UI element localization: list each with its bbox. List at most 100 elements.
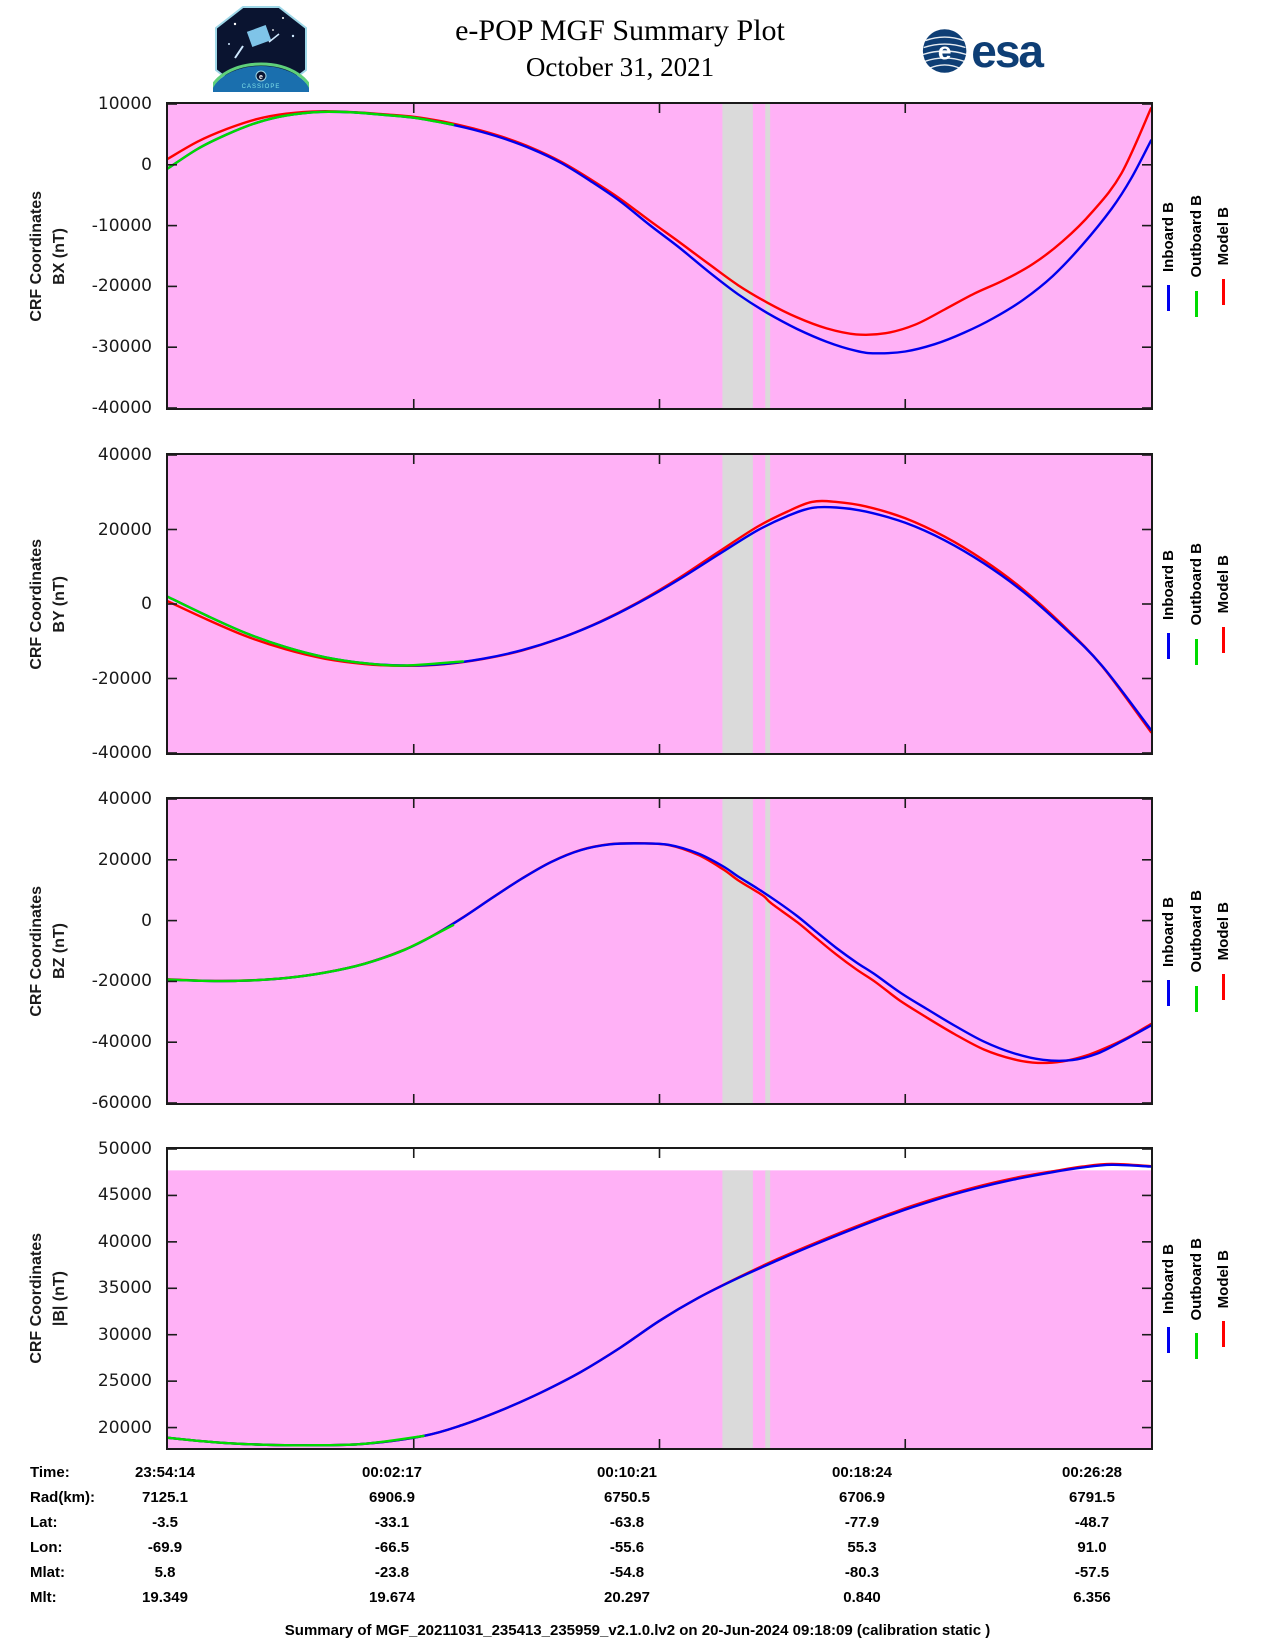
table-row-time: Time: 23:54:14 00:02:17 00:10:21 00:18:2…	[0, 1464, 1275, 1489]
table-cell: 00:02:17	[361, 1464, 423, 1481]
legend-label: Model B	[1215, 555, 1232, 614]
plot-panel-by	[166, 453, 1153, 755]
table-cell: -63.8	[609, 1514, 645, 1531]
legend-label: Model B	[1215, 207, 1232, 266]
y-axis-label-line1: CRF Coordinates	[27, 538, 45, 670]
row-label: Lat:	[30, 1514, 58, 1531]
data-gap-band	[765, 799, 771, 1103]
y-tick-label: 40000	[97, 445, 152, 465]
patch-label: CASSIOPE	[242, 84, 281, 90]
curve-model	[168, 499, 1151, 734]
y-axis-label: CRF Coordinates BZ (nT)	[22, 797, 74, 1105]
plot-background-span	[168, 455, 1151, 753]
legend-label: Outboard B	[1187, 890, 1205, 973]
summary-footer: Summary of MGF_20211031_235413_235959_v2…	[284, 1622, 991, 1639]
legend-marker-inboard	[1167, 284, 1170, 311]
legend-entry: Inboard B	[1160, 102, 1177, 410]
plot-canvas	[168, 455, 1151, 753]
legend-entry: Inboard B	[1160, 1147, 1177, 1450]
table-cell: -23.8	[374, 1564, 410, 1581]
page-subtitle: October 31, 2021	[525, 52, 715, 82]
y-tick-label: -40000	[91, 743, 152, 763]
y-tick-label: -20000	[91, 668, 152, 689]
legend-label: Inboard B	[1160, 1244, 1177, 1314]
legend-marker-inboard	[1167, 979, 1170, 1006]
ephemeris-table: Time: 23:54:14 00:02:17 00:10:21 00:18:2…	[0, 1464, 1275, 1614]
legend: Inboard B Outboard B Model B	[1160, 1147, 1232, 1450]
row-label: Mlt:	[30, 1589, 57, 1606]
esa-logo: e esa	[922, 24, 1044, 78]
table-cell: 19.674	[369, 1589, 415, 1606]
table-cell: 6.356	[1073, 1589, 1111, 1606]
legend-marker-inboard	[1167, 632, 1170, 659]
plot-panel-bmag	[166, 1147, 1153, 1450]
table-cell: 5.8	[154, 1564, 176, 1581]
plot-panel-bz	[166, 797, 1153, 1105]
y-tick-label: 40000	[97, 1231, 152, 1252]
y-axis-label-line1: CRF Coordinates	[27, 1233, 45, 1364]
y-tick-label: 20000	[97, 1417, 152, 1438]
table-cell: 6791.5	[1069, 1489, 1115, 1506]
legend-marker-model	[1222, 626, 1225, 653]
esa-globe-icon: e	[922, 29, 967, 73]
plot-canvas	[168, 1149, 1151, 1448]
y-axis-label: CRF Coordinates BY (nT)	[22, 453, 74, 755]
legend-entry: Outboard B	[1188, 1147, 1205, 1450]
plot-background-span	[168, 1170, 1151, 1448]
legend-entry: Model B	[1215, 797, 1232, 1105]
table-cell: -33.1	[374, 1514, 410, 1531]
table-cell: 6906.9	[369, 1489, 415, 1506]
svg-text:e: e	[938, 39, 952, 66]
curve-outboard	[168, 595, 465, 667]
y-tick-label: 35000	[97, 1278, 152, 1299]
page-title: e-POP MGF Summary Plot	[455, 14, 785, 47]
table-cell: -80.3	[844, 1564, 880, 1581]
table-row-lon: Lon: -69.9 -66.5 -55.6 55.3 91.0	[0, 1539, 1275, 1564]
legend-entry: Model B	[1215, 453, 1232, 755]
legend-entry: Outboard B	[1188, 797, 1205, 1105]
y-tick-label: 10000	[97, 94, 152, 114]
legend-marker-outboard	[1194, 1333, 1198, 1360]
legend-marker-outboard	[1194, 985, 1198, 1012]
legend-label: Inboard B	[1160, 896, 1177, 967]
y-tick-label: 25000	[97, 1371, 152, 1392]
table-cell: 55.3	[847, 1539, 877, 1556]
table-cell: 19.349	[142, 1589, 188, 1606]
legend-marker-outboard	[1194, 290, 1198, 317]
legend-marker-outboard	[1194, 638, 1198, 665]
table-cell: 6750.5	[604, 1489, 650, 1506]
plot-canvas	[168, 799, 1151, 1103]
legend-entry: Inboard B	[1160, 453, 1177, 755]
legend-entry: Outboard B	[1188, 453, 1205, 755]
table-cell: -69.9	[147, 1539, 183, 1556]
legend: Inboard B Outboard B Model B	[1160, 453, 1232, 755]
row-label: Time:	[30, 1464, 70, 1481]
data-gap-band	[722, 455, 753, 753]
y-axis-label-line1: CRF Coordinates	[27, 885, 45, 1017]
patch-satellite	[246, 25, 272, 47]
legend-label: Inboard B	[1160, 201, 1177, 272]
legend-entry: Model B	[1215, 1147, 1232, 1450]
table-row-mlat: Mlat: 5.8 -23.8 -54.8 -80.3 -57.5	[0, 1564, 1275, 1589]
legend-label: Model B	[1215, 902, 1232, 961]
table-row-mlt: Mlt: 19.349 19.674 20.297 0.840 6.356	[0, 1589, 1275, 1614]
table-cell: 91.0	[1077, 1539, 1107, 1556]
y-tick-label: 45000	[97, 1185, 152, 1206]
plot-background-span	[168, 104, 1151, 408]
plot-background-span	[168, 799, 1151, 1103]
curve-outboard	[168, 110, 455, 170]
legend-entry: Inboard B	[1160, 797, 1177, 1105]
y-axis-label: CRF Coordinates |B| (nT)	[22, 1147, 74, 1450]
table-cell: 00:26:28	[1061, 1464, 1123, 1481]
legend-marker-model	[1222, 973, 1225, 1000]
table-cell: -55.6	[609, 1539, 645, 1556]
esa-logo-text: esa	[971, 25, 1044, 77]
y-axis-label-line1: CRF Coordinates	[27, 190, 45, 322]
row-label: Mlat:	[30, 1564, 65, 1581]
table-cell: -48.7	[1074, 1514, 1110, 1531]
y-tick-label: 0	[141, 594, 152, 614]
row-label: Lon:	[30, 1539, 63, 1556]
table-cell: -57.5	[1074, 1564, 1110, 1581]
y-tick-label: 0	[141, 154, 152, 175]
data-gap-band	[765, 104, 771, 408]
